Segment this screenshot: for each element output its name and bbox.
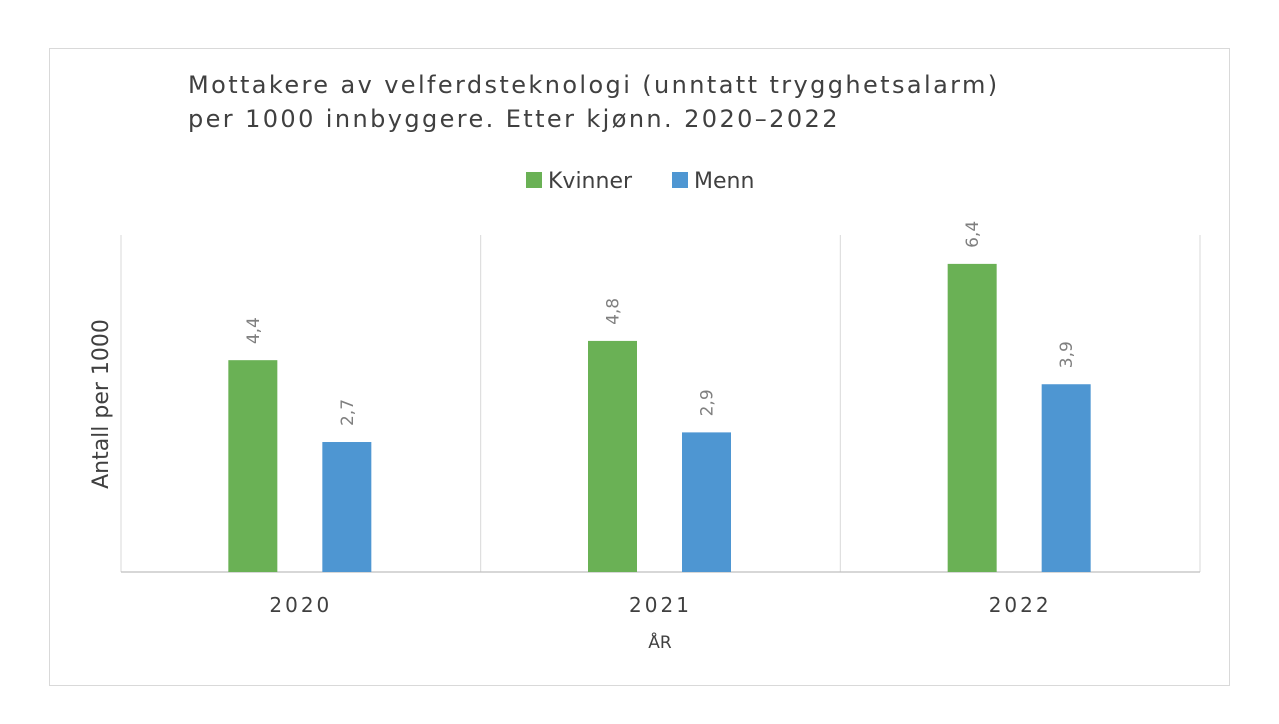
bar-menn-2021 <box>682 432 731 572</box>
data-label-menn-2020: 2,7 <box>338 399 358 426</box>
bar-menn-2022 <box>1041 384 1091 572</box>
data-label-kvinner-2020: 4,4 <box>244 317 264 344</box>
plot-area: 4,4 2,7 2020 4,8 2,9 2021 6,4 3,9 2022 <box>120 221 1201 617</box>
x-axis-title: ÅR <box>648 631 672 653</box>
data-label-menn-2021: 2,9 <box>698 389 718 416</box>
data-label-kvinner-2021: 4,8 <box>604 298 624 325</box>
data-label-kvinner-2022: 6,4 <box>963 221 983 248</box>
chart-title-line-2: per 1000 innbyggere. Etter kjønn. 2020–2… <box>188 105 840 133</box>
x-tick-label-2020: 2020 <box>269 593 332 617</box>
x-tick-label-2021: 2021 <box>629 593 692 617</box>
y-axis-title: Antall per 1000 <box>89 319 114 489</box>
data-label-menn-2022: 3,9 <box>1057 341 1077 368</box>
legend-swatch-menn <box>672 172 688 188</box>
bar-menn-2020 <box>322 442 372 572</box>
bar-kvinner-2020 <box>228 360 278 572</box>
legend: Kvinner Menn <box>526 169 754 194</box>
legend-swatch-kvinner <box>526 172 542 188</box>
legend-label-menn: Menn <box>694 169 754 194</box>
legend-label-kvinner: Kvinner <box>548 169 633 194</box>
bar-kvinner-2021 <box>588 340 637 572</box>
chart-title-line-1: Mottakere av velferdsteknologi (unntatt … <box>188 71 1000 99</box>
x-tick-label-2022: 2022 <box>989 593 1052 617</box>
bar-kvinner-2022 <box>947 263 997 572</box>
